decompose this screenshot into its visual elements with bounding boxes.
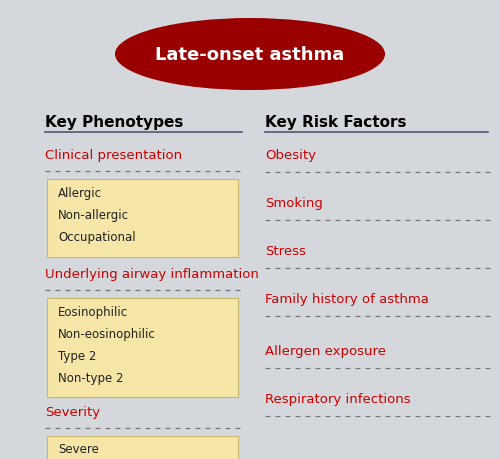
Text: Smoking: Smoking: [265, 197, 323, 210]
Text: Allergic: Allergic: [58, 186, 102, 200]
Text: Family history of asthma: Family history of asthma: [265, 293, 429, 306]
FancyBboxPatch shape: [47, 298, 238, 397]
Text: Underlying airway inflammation: Underlying airway inflammation: [45, 268, 259, 281]
Text: Stress: Stress: [265, 245, 306, 258]
Text: Occupational: Occupational: [58, 231, 136, 244]
Text: Obesity: Obesity: [265, 149, 316, 162]
Text: Type 2: Type 2: [58, 349, 96, 362]
Ellipse shape: [115, 19, 385, 91]
Text: Allergen exposure: Allergen exposure: [265, 345, 386, 358]
Text: Eosinophilic: Eosinophilic: [58, 305, 128, 318]
Text: Non-allergic: Non-allergic: [58, 209, 129, 222]
Text: Clinical presentation: Clinical presentation: [45, 149, 182, 162]
FancyBboxPatch shape: [47, 179, 238, 257]
Text: Key Risk Factors: Key Risk Factors: [265, 114, 406, 129]
Text: Severity: Severity: [45, 406, 100, 419]
Text: Respiratory infections: Respiratory infections: [265, 392, 410, 406]
FancyBboxPatch shape: [47, 436, 238, 459]
Text: Key Phenotypes: Key Phenotypes: [45, 114, 184, 129]
Text: Severe: Severe: [58, 442, 99, 455]
Text: Late-onset asthma: Late-onset asthma: [156, 46, 344, 64]
Text: Non-type 2: Non-type 2: [58, 371, 124, 384]
Text: Non-eosinophilic: Non-eosinophilic: [58, 327, 156, 340]
